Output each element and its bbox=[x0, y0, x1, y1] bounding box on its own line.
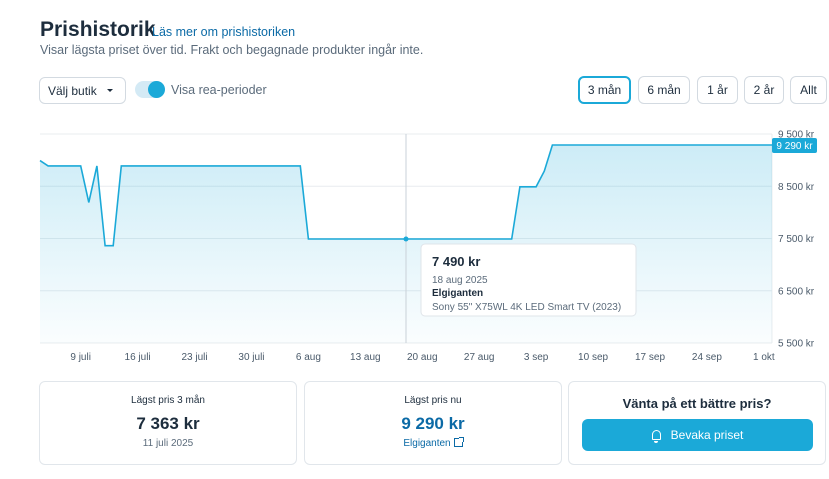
hover-point bbox=[403, 236, 409, 242]
lowest-now-value: 9 290 kr bbox=[401, 414, 465, 433]
store-select[interactable]: Välj butik bbox=[39, 77, 126, 104]
range-1-year-button[interactable]: 1 år bbox=[697, 76, 738, 104]
y-tick-label: 9 500 kr bbox=[778, 130, 815, 141]
price-history-info-link[interactable]: Läs mer om prishistoriken bbox=[152, 25, 296, 39]
watch-price-button[interactable]: Bevaka priset bbox=[582, 419, 813, 451]
toggle-knob bbox=[148, 81, 165, 98]
x-tick-label: 24 sep bbox=[692, 352, 722, 363]
x-tick-label: 23 juli bbox=[181, 352, 207, 363]
x-tick-label: 3 sep bbox=[524, 352, 549, 363]
lowest-3-months-card: Lägst pris 3 mån 7 363 kr 11 juli 2025 bbox=[39, 381, 297, 465]
lowest-now-store: Elgiganten bbox=[403, 438, 451, 449]
price-history-chart[interactable]: 9 juli 16 juli 23 juli 30 juli 6 aug 13 aug 20… bbox=[0, 0, 829, 379]
page-subtitle: Visar lägsta priset över tid. Frakt och … bbox=[40, 43, 424, 57]
y-tick-label: 5 500 kr bbox=[778, 339, 815, 350]
range-3-months-button[interactable]: 3 mån bbox=[578, 76, 631, 104]
x-tick-label: 13 aug bbox=[350, 352, 381, 363]
x-tick-label: 6 aug bbox=[296, 352, 321, 363]
bell-icon bbox=[651, 430, 661, 443]
lowest-now-card: Lägst pris nu 9 290 kr Elgiganten bbox=[304, 381, 562, 465]
range-all-button[interactable]: Allt bbox=[790, 76, 827, 104]
page-title: Prishistorik bbox=[40, 18, 156, 41]
caret-down-icon bbox=[107, 89, 113, 92]
x-tick-label: 9 juli bbox=[70, 352, 91, 363]
price-tooltip: 7 490 kr 18 aug 2025 Elgiganten Sony 55"… bbox=[420, 243, 637, 317]
tooltip-price: 7 490 kr bbox=[432, 254, 480, 269]
range-6-months-button[interactable]: 6 mån bbox=[638, 76, 690, 104]
current-price-badge: 9 290 kr bbox=[772, 138, 817, 153]
x-tick-label: 27 aug bbox=[464, 352, 495, 363]
watch-price-label: Bevaka priset bbox=[670, 428, 744, 442]
lowest-now-store-link[interactable]: Elgiganten bbox=[305, 437, 561, 449]
store-select-label: Välj butik bbox=[48, 83, 97, 98]
x-tick-label: 17 sep bbox=[635, 352, 665, 363]
external-link-icon bbox=[453, 437, 464, 447]
price-line bbox=[39, 144, 772, 247]
lowest-3-months-date: 11 juli 2025 bbox=[142, 438, 194, 449]
lowest-now-label: Lägst pris nu bbox=[404, 395, 462, 406]
tooltip-store: Elgiganten bbox=[432, 288, 483, 299]
price-watch-heading: Vänta på ett bättre pris? bbox=[622, 396, 772, 411]
x-tick-label: 30 juli bbox=[238, 352, 264, 363]
sale-periods-label: Visa rea-perioder bbox=[171, 83, 267, 97]
sale-periods-toggle[interactable] bbox=[135, 81, 165, 98]
lowest-3-months-value: 7 363 kr bbox=[136, 414, 200, 433]
y-tick-label: 7 500 kr bbox=[778, 234, 815, 245]
x-tick-label: 1 okt bbox=[753, 352, 775, 363]
current-price-label: 9 290 kr bbox=[776, 141, 813, 152]
y-tick-label: 8 500 kr bbox=[778, 182, 815, 193]
x-tick-label: 10 sep bbox=[578, 352, 608, 363]
y-tick-label: 6 500 kr bbox=[778, 286, 815, 297]
tooltip-date: 18 aug 2025 bbox=[432, 275, 488, 286]
tooltip-product: Sony 55" X75WL 4K LED Smart TV (2023) bbox=[432, 302, 621, 313]
price-watch-card: Vänta på ett bättre pris? Bevaka priset bbox=[568, 381, 826, 465]
x-tick-label: 20 aug bbox=[407, 352, 438, 363]
range-2-years-button[interactable]: 2 år bbox=[744, 76, 784, 104]
lowest-3-months-label: Lägst pris 3 mån bbox=[131, 395, 205, 406]
x-tick-label: 16 juli bbox=[125, 352, 151, 363]
